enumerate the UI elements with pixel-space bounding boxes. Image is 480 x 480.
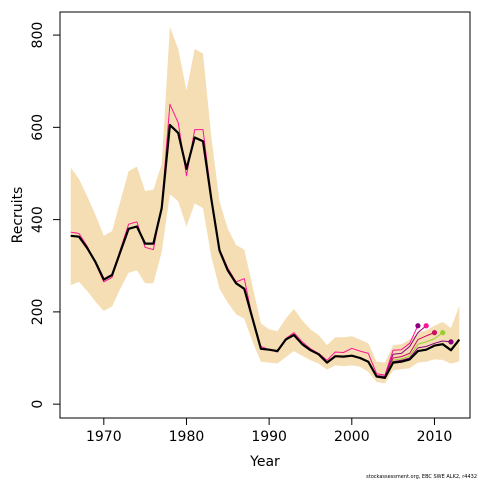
x-axis-title: Year bbox=[249, 454, 280, 470]
x-tick-label-1970: 1970 bbox=[86, 429, 122, 445]
end-point-2009 bbox=[423, 323, 429, 329]
confidence-band-layer bbox=[70, 26, 460, 384]
end-point-2012 bbox=[448, 339, 454, 345]
end-point-2010 bbox=[431, 330, 438, 336]
y-tick-label-800: 800 bbox=[30, 22, 46, 49]
x-tick-label-1980: 1980 bbox=[169, 429, 205, 445]
y-tick-label-200: 200 bbox=[30, 299, 46, 326]
x-tick-label-2010: 2010 bbox=[417, 429, 453, 445]
y-tick-label-400: 400 bbox=[30, 206, 46, 233]
y-axis: 0 200 400 600 800 bbox=[30, 22, 61, 409]
series-line-main bbox=[70, 123, 461, 379]
x-axis: 1970 1980 1990 2000 2010 bbox=[86, 417, 453, 445]
series-layer bbox=[70, 103, 461, 379]
end-points-layer bbox=[415, 323, 454, 345]
end-point-2011 bbox=[440, 330, 446, 336]
footnote: stockassessment.org, EBC SWE ALK2, r4432 bbox=[366, 474, 477, 480]
series-line-retro-0 bbox=[70, 103, 419, 376]
x-tick-label-2000: 2000 bbox=[334, 429, 370, 445]
y-axis-title: Recruits bbox=[10, 187, 26, 244]
y-tick-label-600: 600 bbox=[30, 114, 46, 141]
y-tick-label-0: 0 bbox=[30, 400, 46, 409]
end-point-2008 bbox=[415, 323, 421, 329]
confidence-band bbox=[70, 26, 460, 384]
x-tick-label-1990: 1990 bbox=[251, 429, 287, 445]
